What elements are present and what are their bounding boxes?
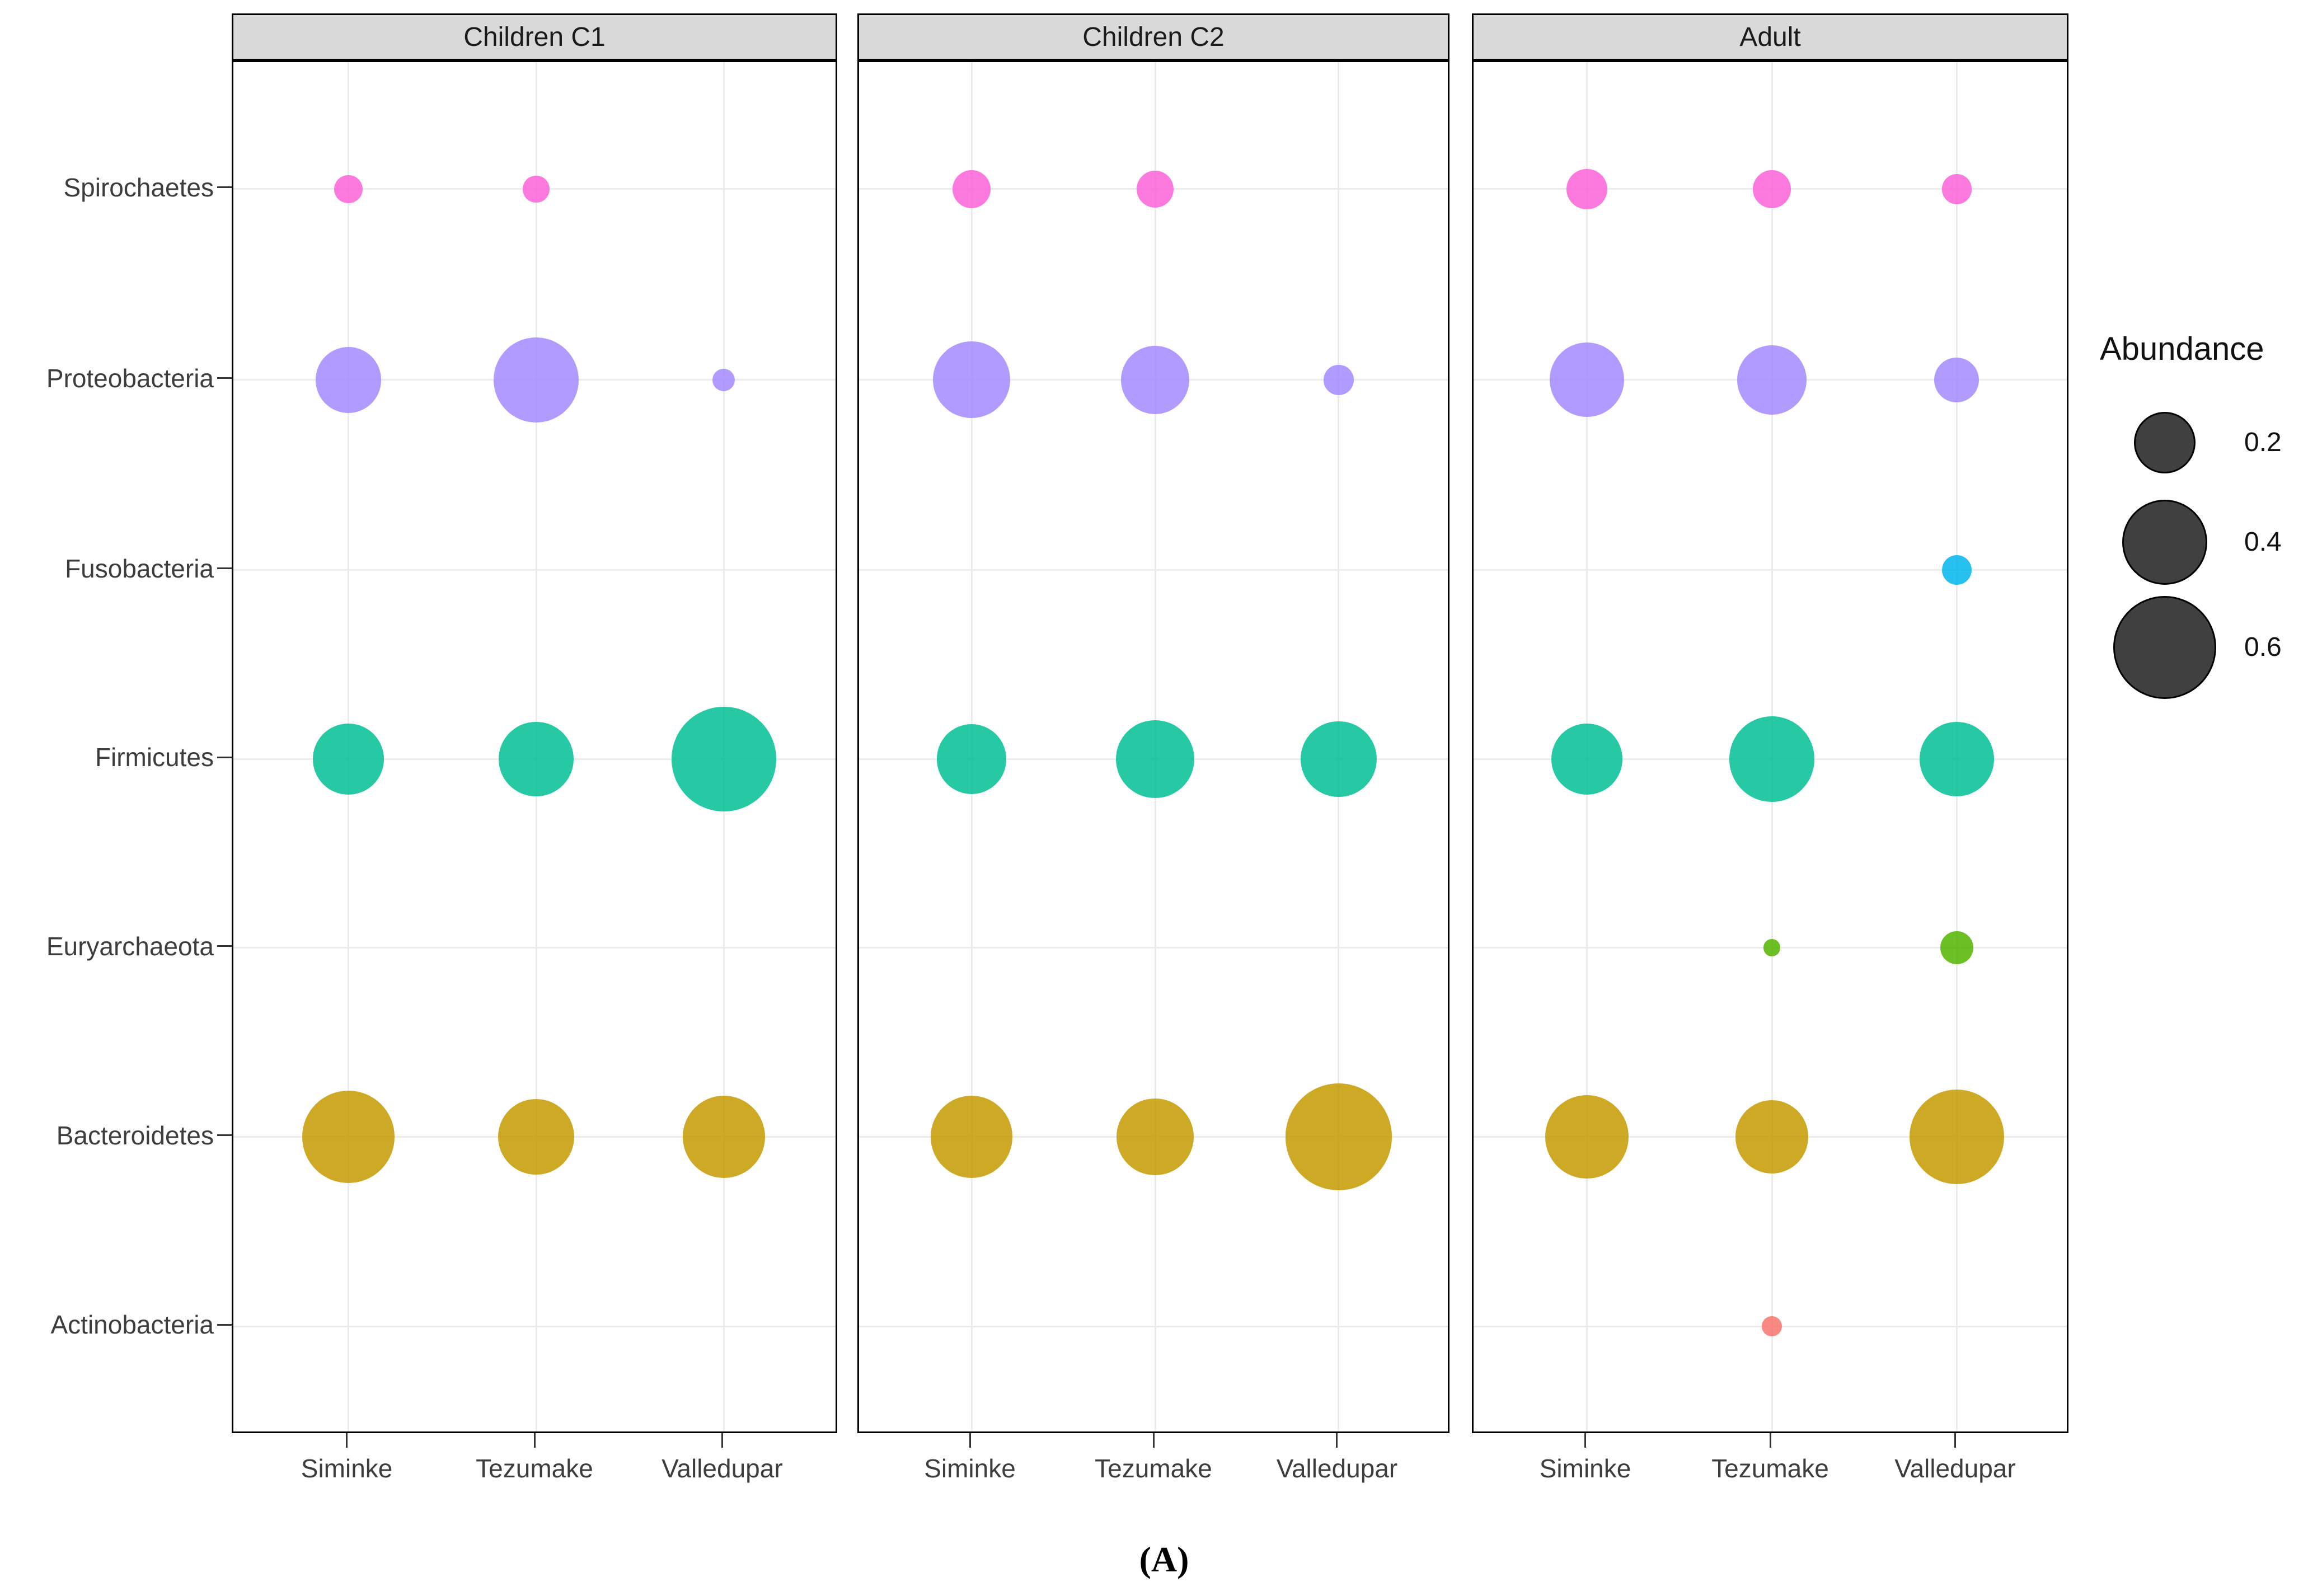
legend-swatch-0-2 bbox=[2133, 411, 2196, 473]
x-axis-label-tezumake: Tezumake bbox=[476, 1454, 593, 1483]
bubble-children-c2-siminke-bacteroidetes bbox=[930, 1096, 1013, 1179]
gridline-horizontal bbox=[233, 947, 836, 949]
facet-panel-children-c1 bbox=[232, 60, 837, 1433]
x-axis-tick bbox=[721, 1433, 723, 1448]
legend-swatch-0-6 bbox=[2113, 595, 2217, 700]
y-axis-tick bbox=[217, 567, 232, 570]
bubble-adult-valledupar-bacteroidetes bbox=[1909, 1089, 2005, 1185]
bubble-children-c2-tezumake-firmicutes bbox=[1116, 720, 1194, 798]
bubble-children-c1-tezumake-spirochaetes bbox=[523, 176, 550, 203]
legend-value-label: 0.4 bbox=[2244, 527, 2282, 557]
x-axis-label-siminke: Siminke bbox=[301, 1454, 393, 1483]
bubble-children-c2-siminke-firmicutes bbox=[936, 724, 1007, 794]
bubble-adult-valledupar-proteobacteria bbox=[1934, 357, 1979, 402]
gridline-horizontal bbox=[1474, 569, 2067, 571]
bubble-children-c1-tezumake-proteobacteria bbox=[493, 337, 579, 423]
x-axis-label-valledupar: Valledupar bbox=[662, 1454, 783, 1483]
facet-header-adult: Adult bbox=[1472, 13, 2068, 60]
bubble-adult-siminke-proteobacteria bbox=[1550, 342, 1625, 417]
bubble-adult-tezumake-spirochaetes bbox=[1752, 170, 1791, 208]
bubble-adult-siminke-spirochaetes bbox=[1566, 168, 1607, 210]
gridline-horizontal bbox=[859, 947, 1448, 949]
bubble-children-c2-siminke-spirochaetes bbox=[952, 170, 991, 208]
facet-header-children-c1: Children C1 bbox=[232, 13, 837, 60]
x-axis-label-tezumake: Tezumake bbox=[1711, 1454, 1829, 1483]
x-axis-tick bbox=[1954, 1433, 1956, 1448]
x-axis-tick bbox=[346, 1433, 348, 1448]
x-axis-label-siminke: Siminke bbox=[1539, 1454, 1631, 1483]
y-axis-tick bbox=[217, 1323, 232, 1326]
bubble-children-c1-valledupar-firmicutes bbox=[672, 707, 776, 811]
bubble-children-c2-tezumake-proteobacteria bbox=[1120, 345, 1190, 414]
x-axis-tick bbox=[969, 1433, 971, 1448]
y-axis-label-fusobacteria: Fusobacteria bbox=[65, 553, 214, 583]
facet-panel-children-c2 bbox=[857, 60, 1449, 1433]
y-axis-tick bbox=[217, 186, 232, 189]
y-axis-tick bbox=[217, 756, 232, 758]
bubble-adult-valledupar-euryarchaeota bbox=[1940, 931, 1973, 965]
bubble-adult-valledupar-fusobacteria bbox=[1941, 555, 1972, 585]
bubble-children-c2-siminke-proteobacteria bbox=[933, 341, 1010, 419]
y-axis-label-euryarchaeota: Euryarchaeota bbox=[46, 931, 214, 961]
bubble-adult-tezumake-proteobacteria bbox=[1737, 345, 1807, 415]
bubble-children-c2-tezumake-spirochaetes bbox=[1137, 170, 1174, 208]
bubble-children-c1-siminke-spirochaetes bbox=[334, 175, 363, 204]
gridline-horizontal bbox=[859, 1325, 1448, 1327]
x-axis-label-valledupar: Valledupar bbox=[1894, 1454, 2016, 1483]
bubble-children-c1-valledupar-proteobacteria bbox=[712, 368, 735, 391]
y-axis-label-proteobacteria: Proteobacteria bbox=[46, 363, 214, 393]
x-axis-tick bbox=[1336, 1433, 1338, 1448]
bubble-children-c1-tezumake-bacteroidetes bbox=[498, 1099, 574, 1175]
bubble-adult-tezumake-euryarchaeota bbox=[1763, 939, 1781, 956]
legend-value-label: 0.6 bbox=[2244, 632, 2282, 662]
facet-header-label: Children C2 bbox=[1082, 22, 1225, 52]
x-axis-tick bbox=[533, 1433, 536, 1448]
bubble-children-c1-siminke-proteobacteria bbox=[315, 347, 382, 413]
bubble-adult-valledupar-firmicutes bbox=[1919, 721, 1994, 796]
bubble-children-c1-siminke-firmicutes bbox=[313, 724, 384, 795]
x-axis-label-tezumake: Tezumake bbox=[1095, 1454, 1212, 1483]
legend-swatch-0-4 bbox=[2122, 499, 2208, 585]
bubble-children-c1-siminke-bacteroidetes bbox=[302, 1091, 395, 1183]
legend-title: Abundance bbox=[2100, 331, 2264, 367]
gridline-horizontal bbox=[859, 569, 1448, 571]
bubble-adult-valledupar-spirochaetes bbox=[1941, 174, 1972, 204]
bubble-adult-tezumake-actinobacteria bbox=[1762, 1316, 1782, 1337]
y-axis-tick bbox=[217, 1134, 232, 1137]
gridline-horizontal bbox=[233, 569, 836, 571]
x-axis-label-valledupar: Valledupar bbox=[1276, 1454, 1398, 1483]
facet-header-label: Adult bbox=[1739, 22, 1801, 52]
bubble-adult-siminke-firmicutes bbox=[1551, 724, 1622, 795]
facet-panel-adult bbox=[1472, 60, 2068, 1433]
gridline-horizontal bbox=[233, 1325, 836, 1327]
legend-value-label: 0.2 bbox=[2244, 428, 2282, 457]
bubble-children-c2-valledupar-bacteroidetes bbox=[1285, 1083, 1392, 1191]
bubble-adult-tezumake-bacteroidetes bbox=[1735, 1100, 1809, 1174]
facet-header-label: Children C1 bbox=[463, 22, 606, 52]
facet-header-children-c2: Children C2 bbox=[857, 13, 1449, 60]
y-axis-label-actinobacteria: Actinobacteria bbox=[50, 1310, 214, 1340]
x-axis-label-siminke: Siminke bbox=[924, 1454, 1016, 1483]
bubble-children-c2-tezumake-bacteroidetes bbox=[1117, 1099, 1194, 1176]
x-axis-tick bbox=[1769, 1433, 1771, 1448]
y-axis-label-bacteroidetes: Bacteroidetes bbox=[56, 1120, 214, 1150]
y-axis-tick bbox=[217, 945, 232, 947]
bubble-adult-siminke-bacteroidetes bbox=[1545, 1095, 1629, 1179]
y-axis-tick bbox=[217, 377, 232, 379]
x-axis-tick bbox=[1584, 1433, 1587, 1448]
bubble-children-c2-valledupar-proteobacteria bbox=[1324, 365, 1354, 395]
figure-caption: (A) bbox=[1139, 1539, 1189, 1579]
bubble-children-c2-valledupar-firmicutes bbox=[1301, 721, 1377, 797]
y-axis-label-spirochaetes: Spirochaetes bbox=[63, 172, 214, 202]
bubble-adult-tezumake-firmicutes bbox=[1729, 716, 1815, 802]
bubble-children-c1-tezumake-firmicutes bbox=[499, 721, 574, 796]
bubble-children-c1-valledupar-bacteroidetes bbox=[682, 1096, 765, 1179]
y-axis-label-firmicutes: Firmicutes bbox=[95, 743, 214, 772]
x-axis-tick bbox=[1152, 1433, 1155, 1448]
